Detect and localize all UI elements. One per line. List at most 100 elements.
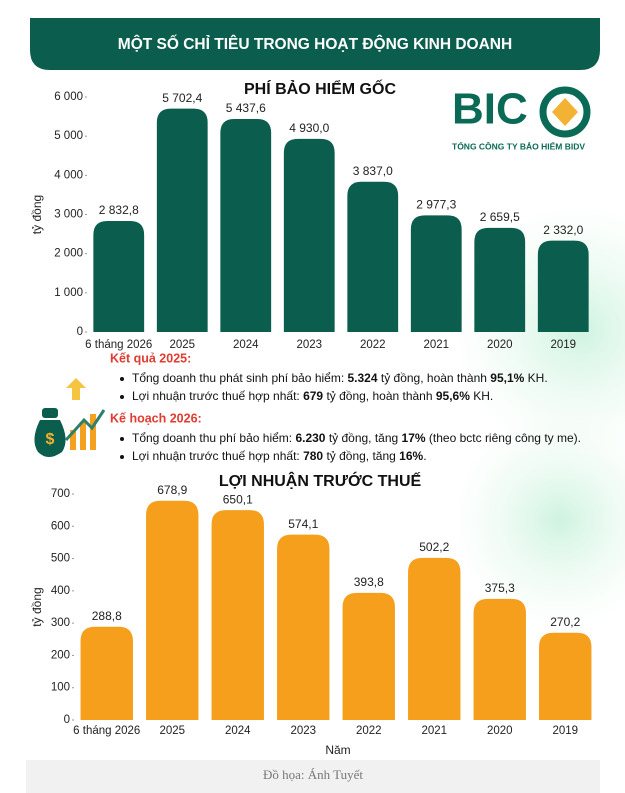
y-tick-label: 100: [51, 682, 70, 694]
y-axis-label: tỷ đồng: [30, 587, 44, 626]
value-label: 5 437,6: [226, 101, 266, 115]
x-tick-label: 2021: [423, 339, 449, 351]
bar: [220, 119, 272, 332]
x-tick-label: 2025: [169, 339, 195, 351]
y-axis-label: tỷ đồng: [30, 195, 44, 234]
y-tick-label: 0: [77, 326, 83, 338]
note-segment: 780: [303, 449, 323, 463]
bar: [342, 592, 395, 720]
icon-bar: [70, 430, 76, 450]
bar: [80, 626, 133, 720]
money-icon: $: [34, 378, 106, 457]
y-tick-label: 5 000: [54, 130, 83, 142]
value-label: 3 837,0: [353, 164, 393, 178]
y-tick-label: 600: [51, 520, 70, 532]
note-heading: Kết quả 2025:: [110, 351, 191, 365]
x-tick-label: 2025: [159, 725, 185, 737]
x-tick-label: 6 tháng 2026: [85, 339, 152, 351]
bullet: [120, 395, 124, 399]
value-label: 574,1: [288, 517, 318, 531]
y-tick-label: 0: [64, 714, 70, 726]
x-tick-label: 2022: [360, 339, 386, 351]
y-tick-label: 400: [51, 585, 70, 597]
value-label: 393,8: [354, 575, 384, 589]
bullet: [120, 455, 124, 459]
bar: [211, 510, 264, 720]
footer-credit: Đồ họa: Ánh Tuyết: [263, 767, 363, 782]
note-segment: 6.230: [295, 431, 325, 445]
note-item: Lợi nhuận trước thuế hợp nhất: 780 tỷ đồ…: [132, 449, 427, 463]
icon-bar: [80, 422, 86, 450]
value-label: 5 702,4: [162, 91, 202, 105]
bar: [539, 632, 592, 720]
value-label: 2 332,0: [543, 223, 583, 237]
value-label: 375,3: [485, 581, 515, 595]
x-tick-label: 2019: [552, 725, 578, 737]
note-segment: tỷ đồng, tăng: [323, 449, 399, 463]
x-tick-label: 2021: [421, 725, 447, 737]
y-tick-label: 1 000: [54, 287, 83, 299]
note-segment: .: [423, 449, 426, 463]
note-item: Lợi nhuận trước thuế hợp nhất: 679 tỷ đồ…: [132, 389, 493, 403]
logo-ring: [539, 86, 591, 138]
note-segment: Tổng doanh thu phí bảo hiểm:: [132, 431, 295, 445]
logo-name: BIC: [452, 85, 528, 134]
note-segment: Lợi nhuận trước thuế hợp nhất:: [132, 449, 303, 463]
y-tick-label: 4 000: [54, 169, 83, 181]
money-bag-top: [42, 408, 58, 418]
x-tick-label: 6 tháng 2026: [73, 725, 140, 737]
y-tick-label: 500: [51, 553, 70, 565]
value-label: 650,1: [223, 492, 253, 506]
bar: [93, 221, 145, 332]
note-item: Tổng doanh thu phát sinh phí bảo hiểm: 5…: [132, 371, 548, 385]
x-axis-label: Năm: [325, 743, 350, 757]
header-banner: [30, 18, 600, 70]
note-segment: 16%: [399, 449, 423, 463]
bar: [537, 240, 589, 332]
x-tick-label: 2024: [225, 725, 251, 737]
note-segment: tỷ đồng, hoàn thành: [323, 389, 436, 403]
value-label: 2 977,3: [416, 198, 456, 212]
bar: [410, 215, 462, 332]
x-tick-label: 2019: [550, 339, 576, 351]
value-label: 2 659,5: [480, 210, 520, 224]
value-label: 678,9: [157, 483, 187, 497]
note-segment: tỷ đồng, hoàn thành: [378, 371, 491, 385]
note-segment: Tổng doanh thu phát sinh phí bảo hiểm:: [132, 371, 348, 385]
y-tick-label: 3 000: [54, 209, 83, 221]
value-label: 288,8: [92, 609, 122, 623]
icon-up-arrow: [66, 378, 86, 400]
bar: [408, 557, 461, 720]
bar: [473, 598, 526, 720]
decor-glow: [450, 410, 625, 630]
bullet: [120, 437, 124, 441]
note-heading: Kế hoạch 2026:: [110, 411, 202, 425]
note-segment: tỷ đồng, tăng: [325, 431, 401, 445]
money-bag: [34, 420, 66, 457]
y-tick-label: 700: [51, 488, 70, 500]
note-segment: 95,6%: [436, 389, 470, 403]
bar: [347, 181, 399, 332]
icon-bar: [90, 414, 96, 450]
bar: [156, 108, 208, 332]
note-segment: 679: [303, 389, 323, 403]
chart-title: PHÍ BẢO HIỂM GỐC: [244, 78, 396, 98]
x-tick-label: 2023: [296, 339, 322, 351]
y-tick-label: 200: [51, 649, 70, 661]
x-tick-label: 2022: [356, 725, 382, 737]
note-segment: 95,1%: [490, 371, 524, 385]
note-segment: 5.324: [348, 371, 378, 385]
logo: BIC TỔNG CÔNG TY BẢO HIỂM BIDV: [452, 85, 591, 151]
x-tick-label: 2020: [487, 339, 513, 351]
bar: [283, 138, 335, 332]
bullet: [120, 377, 124, 381]
bar: [277, 534, 330, 720]
x-tick-label: 2023: [290, 725, 316, 737]
value-label: 4 930,0: [289, 121, 329, 135]
note-item: Tổng doanh thu phí bảo hiểm: 6.230 tỷ đồ…: [132, 431, 581, 445]
note-segment: KH.: [470, 389, 493, 403]
notes: Kết quả 2025: Tổng doanh thu phát sinh ph…: [110, 351, 581, 463]
x-tick-label: 2024: [233, 339, 259, 351]
note-segment: (theo bctc riêng công ty me).: [426, 431, 581, 445]
